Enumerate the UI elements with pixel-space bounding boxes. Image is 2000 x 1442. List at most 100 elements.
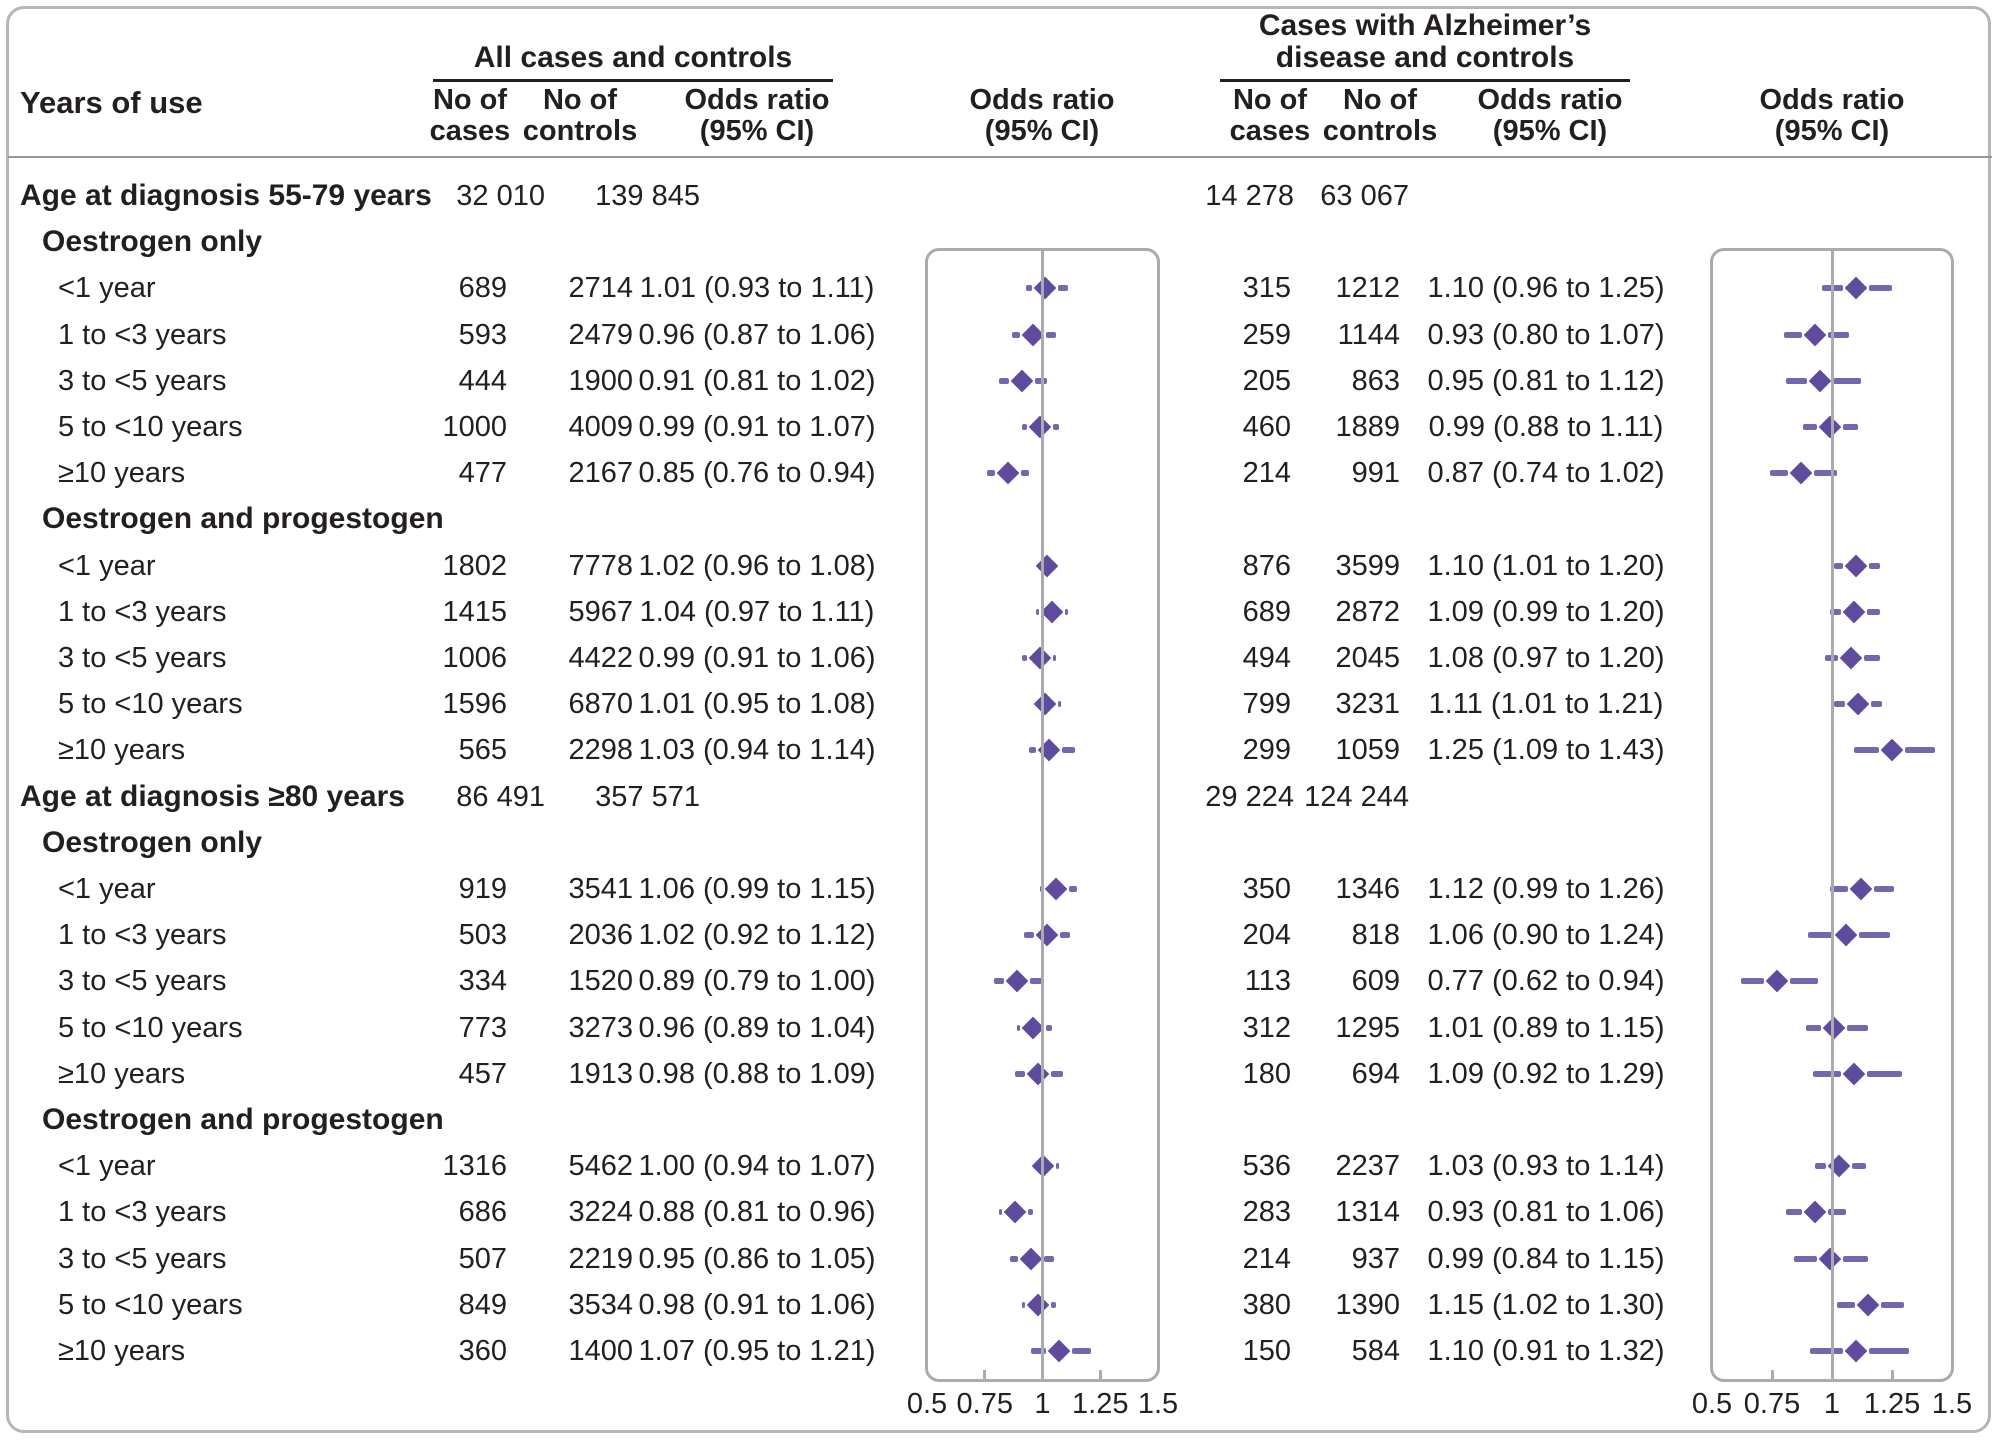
cases-value: 312 — [1242, 1011, 1291, 1044]
controls-value: 7778 — [568, 549, 633, 582]
odds-ratio-diamond — [1847, 692, 1870, 716]
odds-ratio-text: 1.01 (0.89 to 1.15) — [1427, 1011, 1665, 1044]
ci-line-upper — [1873, 886, 1895, 892]
group-a-underline — [433, 79, 833, 82]
years-of-use-header: Years of use — [20, 85, 203, 120]
odds-ratio-text: 0.87 (0.74 to 1.02) — [1427, 457, 1665, 490]
odds-ratio-text: 0.98 (0.91 to 1.06) — [638, 1288, 876, 1321]
odds-ratio-diamond — [1010, 369, 1034, 393]
odds-ratio-text: 1.11 (1.01 to 1.21) — [1428, 688, 1664, 721]
odds-ratio-text: 0.93 (0.80 to 1.07) — [1427, 318, 1665, 351]
ci-line-lower — [1808, 932, 1834, 939]
cases-value: 477 — [458, 457, 507, 490]
ci-line-upper — [1060, 932, 1071, 939]
odds-ratio-text: 1.06 (0.99 to 1.15) — [638, 873, 876, 905]
col-header-b-cases: No of cases — [1229, 84, 1311, 147]
controls-value: 5967 — [568, 595, 633, 628]
controls-value: 2036 — [568, 919, 633, 952]
cases-value: 1006 — [442, 642, 507, 674]
row-label: Oestrogen and progestogen — [42, 1103, 444, 1136]
group-b-title: Cases with Alzheimer’s disease and contr… — [1175, 10, 1675, 74]
axis-tick-label: 1 — [1034, 1388, 1051, 1420]
reference-line-or-1 — [1830, 248, 1834, 1382]
ci-line-lower — [1021, 1301, 1025, 1308]
controls-value: 3224 — [568, 1196, 633, 1229]
ci-line-upper — [1842, 424, 1859, 430]
row-label: 3 to <5 years — [58, 1242, 227, 1275]
ci-line-lower — [1021, 424, 1028, 430]
plot-header-b-odds-ratio: Odds ratio (95% CI) — [1759, 84, 1905, 147]
row-label: 5 to <10 years — [58, 688, 243, 721]
odds-ratio-text: 1.10 (0.96 to 1.25) — [1427, 272, 1665, 305]
odds-ratio-diamond — [1026, 1062, 1050, 1086]
controls-value: 2872 — [1335, 595, 1400, 628]
ci-line-upper — [1866, 608, 1880, 615]
col-header-b-controls: No of controls — [1322, 84, 1438, 147]
odds-ratio-diamond — [1808, 369, 1832, 393]
controls-value: 5462 — [568, 1150, 633, 1183]
odds-ratio-diamond — [1803, 323, 1827, 346]
col-header-a-odds-ratio: Odds ratio (95% CI) — [684, 84, 830, 147]
odds-ratio-diamond — [1047, 1339, 1070, 1363]
ci-line-upper — [1905, 747, 1936, 754]
group-b-underline — [1220, 79, 1630, 82]
cases-value: 334 — [458, 965, 507, 998]
axis-minor-tick — [1098, 1370, 1102, 1382]
controls-value: 6870 — [568, 688, 633, 721]
controls-value: 1346 — [1335, 873, 1400, 905]
ci-line-lower — [1836, 1301, 1855, 1308]
odds-ratio-text: 1.10 (0.91 to 1.32) — [1427, 1335, 1665, 1367]
ci-line-upper — [1064, 608, 1068, 615]
group-a-title: All cases and controls — [383, 42, 883, 74]
cases-value: 113 — [1244, 965, 1291, 998]
ci-line-lower — [1834, 562, 1843, 569]
cases-value: 1000 — [442, 411, 507, 443]
ci-line-lower — [1017, 1024, 1021, 1031]
row-label: <1 year — [58, 549, 156, 582]
ci-line-lower — [1803, 424, 1817, 430]
controls-value: 1059 — [1335, 734, 1400, 767]
cases-value: 204 — [1242, 919, 1291, 952]
row-label: <1 year — [58, 873, 156, 905]
ci-line-upper — [1057, 701, 1061, 708]
cases-value: 507 — [458, 1242, 507, 1275]
row-label: 1 to <3 years — [58, 919, 227, 952]
cases-value: 1596 — [442, 688, 507, 721]
cases-value: 150 — [1242, 1335, 1291, 1367]
ci-line-upper — [1828, 1209, 1847, 1216]
odds-ratio-text: 1.15 (1.02 to 1.30) — [1427, 1288, 1665, 1321]
axis-minor-tick — [983, 1370, 987, 1382]
row-label: Age at diagnosis ≥80 years — [20, 779, 405, 813]
ci-line-lower — [1853, 747, 1879, 754]
odds-ratio-diamond — [1789, 461, 1813, 485]
ci-line-upper — [1030, 978, 1043, 985]
controls-value: 609 — [1351, 965, 1400, 998]
ci-line-lower — [1786, 377, 1807, 384]
cases-value: 494 — [1242, 642, 1291, 674]
ci-line-upper — [1852, 1163, 1866, 1170]
row-label: <1 year — [58, 1150, 156, 1183]
odds-ratio-text: 0.99 (0.88 to 1.11) — [1428, 411, 1664, 443]
ci-line-upper — [1842, 1255, 1868, 1262]
cases-value: 1802 — [442, 549, 507, 582]
section-total-controls: 139 845 — [595, 180, 700, 212]
ci-line-upper — [1053, 424, 1059, 430]
odds-ratio-diamond — [1003, 1201, 1027, 1224]
odds-ratio-text: 0.88 (0.81 to 0.96) — [638, 1196, 876, 1229]
controls-value: 694 — [1351, 1057, 1400, 1090]
axis-tick-label: 1 — [1823, 1388, 1841, 1420]
row-label: 1 to <3 years — [58, 1196, 227, 1229]
cases-value: 536 — [1242, 1150, 1291, 1183]
ci-line-lower — [993, 978, 1005, 985]
odds-ratio-text: 1.08 (0.97 to 1.20) — [1427, 642, 1665, 674]
ci-line-upper — [1833, 377, 1861, 384]
section-total-cases: 86 491 — [456, 780, 545, 813]
odds-ratio-diamond — [1880, 739, 1904, 762]
ci-line-lower — [1812, 1070, 1841, 1077]
odds-ratio-text: 1.10 (1.01 to 1.20) — [1427, 549, 1665, 582]
cases-value: 259 — [1242, 318, 1291, 351]
odds-ratio-diamond — [1033, 277, 1057, 300]
controls-value: 2298 — [568, 734, 633, 767]
